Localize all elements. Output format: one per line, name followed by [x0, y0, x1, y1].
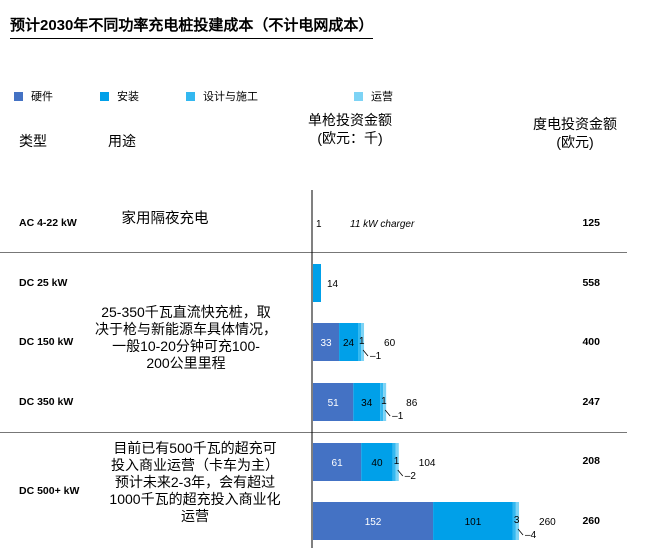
total-label: 60: [384, 338, 396, 349]
data-label: 33: [320, 338, 332, 349]
usage-fast-line1: 25-350千瓦直流快充桩，取: [101, 304, 271, 320]
bar-segment: [392, 443, 396, 481]
bar-segment: [361, 443, 393, 481]
row-divider: [0, 252, 627, 253]
legend-label: 设计与施工: [203, 91, 258, 103]
bar-segment: [380, 383, 384, 421]
bar-segment: [383, 383, 387, 421]
header-per-kwh: 度电投资金额 (欧元): [520, 115, 630, 151]
total-label: 260: [539, 517, 556, 528]
header-invest-line2: (欧元：千): [317, 130, 383, 146]
data-label: 61: [332, 458, 344, 469]
data-label: –2: [405, 471, 417, 482]
usage-fast-line3: 一般10-20分钟可充100-: [112, 338, 260, 354]
bar-segment: [313, 443, 362, 481]
usage-ultra: 目前已有500千瓦的超充可 投入商业运营（卡车为主） 预计未来2-3年，会有超过…: [95, 440, 295, 525]
bar-segment: [353, 383, 381, 421]
legend-swatch: [14, 91, 23, 101]
data-label: 34: [361, 398, 373, 409]
bar-segment: [512, 502, 516, 540]
data-label: 1: [381, 396, 387, 407]
chart-title: 预计2030年不同功率充电桩投建成本（不计电网成本）: [10, 14, 374, 39]
legend-item-operation: 运营: [354, 88, 393, 104]
data-label: 1: [359, 336, 365, 347]
bar-segment: [433, 502, 513, 540]
data-label: –1: [370, 351, 382, 362]
header-invest-line1: 单枪投资金额: [308, 112, 392, 128]
data-label: 152: [365, 517, 382, 528]
usage-ultra-line1: 目前已有500千瓦的超充可: [113, 440, 277, 456]
bar-segment: [339, 323, 359, 361]
data-label: 51: [328, 398, 340, 409]
header-usage: 用途: [108, 133, 136, 149]
legend-swatch: [354, 91, 363, 101]
data-label: 14: [327, 279, 339, 290]
row-label-dc150: DC 150 kW: [19, 336, 74, 348]
data-label: –1: [392, 411, 404, 422]
data-label: 101: [465, 517, 482, 528]
row-label-dc500: DC 500+ kW: [19, 485, 80, 497]
usage-fast-line4: 200公里里程: [146, 355, 226, 371]
bar-segment: [313, 383, 354, 421]
usage-home: 家用隔夜充电: [121, 211, 209, 227]
row-label-dc25: DC 25 kW: [19, 277, 68, 289]
data-label: 40: [371, 458, 383, 469]
usage-ultra-line5: 运营: [181, 508, 209, 524]
bar-segment: [361, 323, 365, 361]
per-kwh-value: 247: [582, 396, 600, 408]
per-kwh-value: 208: [582, 455, 600, 467]
total-label: 86: [406, 398, 418, 409]
data-label: 3: [514, 515, 520, 526]
bar-segment: [313, 323, 340, 361]
per-kwh-value: 125: [582, 217, 600, 229]
header-type: 类型: [19, 133, 47, 149]
row-label-ac: AC 4-22 kW: [19, 217, 77, 229]
legend-swatch: [100, 91, 109, 101]
leader-line: [397, 469, 404, 477]
row-divider: [0, 432, 627, 433]
bar-segment: [313, 264, 321, 302]
bar-segment: [515, 502, 520, 540]
usage-ultra-line2: 投入商业运营（卡车为主）: [111, 457, 279, 473]
legend-item-install: 安装: [100, 88, 139, 104]
legend-swatch: [186, 91, 195, 101]
header-invest: 单枪投资金额 (欧元：千): [290, 111, 410, 147]
usage-fast: 25-350千瓦直流快充桩，取 决于枪与新能源车具体情况， 一般10-20分钟可…: [86, 304, 286, 372]
per-kwh-value: 558: [582, 277, 600, 289]
leader-line: [362, 349, 369, 357]
usage-ultra-line3: 预计未来2-3年，会有超过: [114, 474, 276, 490]
leader-line: [384, 409, 391, 417]
legend-label: 安装: [117, 91, 139, 103]
per-kwh-value: 400: [582, 336, 600, 348]
bar-segment: [358, 323, 362, 361]
row-label-dc350: DC 350 kW: [19, 396, 74, 408]
legend-item-hardware: 硬件: [14, 88, 53, 104]
bar-segment: [313, 502, 434, 540]
data-label: 24: [343, 338, 355, 349]
data-label: 1: [316, 219, 322, 230]
leader-line: [517, 528, 524, 536]
legend-label: 硬件: [31, 91, 53, 103]
legend-label: 运营: [371, 91, 393, 103]
per-kwh-value: 260: [582, 515, 600, 527]
legend-item-design: 设计与施工: [186, 88, 258, 104]
header-per-kwh-line1: 度电投资金额: [533, 116, 617, 132]
usage-fast-line2: 决于枪与新能源车具体情况，: [95, 321, 277, 337]
header-per-kwh-line2: (欧元): [556, 134, 594, 150]
usage-ultra-line4: 1000千瓦的超充投入商业化: [109, 491, 281, 507]
total-label: 104: [419, 458, 436, 469]
data-label: –4: [525, 530, 537, 541]
annotation-label: 11 kW charger: [350, 219, 415, 230]
bar-segment: [395, 443, 399, 481]
data-label: 1: [394, 456, 400, 467]
